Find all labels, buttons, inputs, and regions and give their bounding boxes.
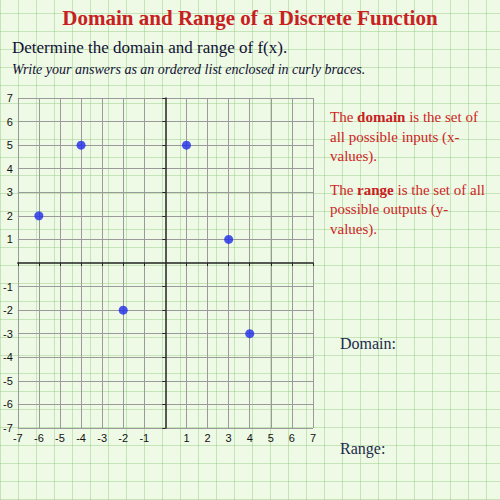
svg-text:2: 2 bbox=[7, 210, 13, 222]
svg-text:-7: -7 bbox=[13, 432, 23, 444]
svg-text:4: 4 bbox=[247, 432, 253, 444]
svg-text:-2: -2 bbox=[3, 304, 13, 316]
svg-text:3: 3 bbox=[226, 432, 232, 444]
svg-text:3: 3 bbox=[7, 186, 13, 198]
svg-text:-6: -6 bbox=[34, 432, 44, 444]
svg-text:-5: -5 bbox=[55, 432, 65, 444]
svg-text:-3: -3 bbox=[3, 328, 13, 340]
svg-text:-1: -1 bbox=[3, 281, 13, 293]
svg-text:-6: -6 bbox=[3, 398, 13, 410]
html-text:Range:: Range: bbox=[340, 440, 386, 457]
html-text:The range is the set of all po: The range is the set of all possible out… bbox=[330, 181, 485, 237]
html-text:The domain is the set of all p: The domain is the set of all possible in… bbox=[330, 109, 478, 164]
svg-text:6: 6 bbox=[7, 116, 13, 128]
svg-text:7: 7 bbox=[310, 432, 316, 444]
svg-text:5: 5 bbox=[268, 432, 274, 444]
svg-text:1: 1 bbox=[183, 432, 189, 444]
svg-text:-4: -4 bbox=[3, 351, 13, 363]
svg-text:1: 1 bbox=[7, 233, 13, 245]
svg-text:7: 7 bbox=[7, 92, 13, 104]
svg-text:-7: -7 bbox=[3, 422, 13, 434]
svg-text:6: 6 bbox=[289, 432, 295, 444]
html-text:Write your answers as an order: Write your answers as an ordered list en… bbox=[12, 62, 366, 77]
svg-text:5: 5 bbox=[7, 139, 13, 151]
svg-text:2: 2 bbox=[205, 432, 211, 444]
svg-text:-2: -2 bbox=[118, 432, 128, 444]
svg-text:-1: -1 bbox=[139, 432, 149, 444]
html-text:Domain and Range of a Discrete: Domain and Range of a Discrete Function bbox=[62, 6, 438, 30]
html-text:Domain:: Domain: bbox=[340, 335, 396, 352]
svg-text:-5: -5 bbox=[3, 375, 13, 387]
svg-text:-3: -3 bbox=[97, 432, 107, 444]
svg-text:4: 4 bbox=[7, 163, 13, 175]
html-text:Determine the domain and range: Determine the domain and range of f(x). bbox=[12, 38, 288, 57]
svg-text:-4: -4 bbox=[76, 432, 86, 444]
